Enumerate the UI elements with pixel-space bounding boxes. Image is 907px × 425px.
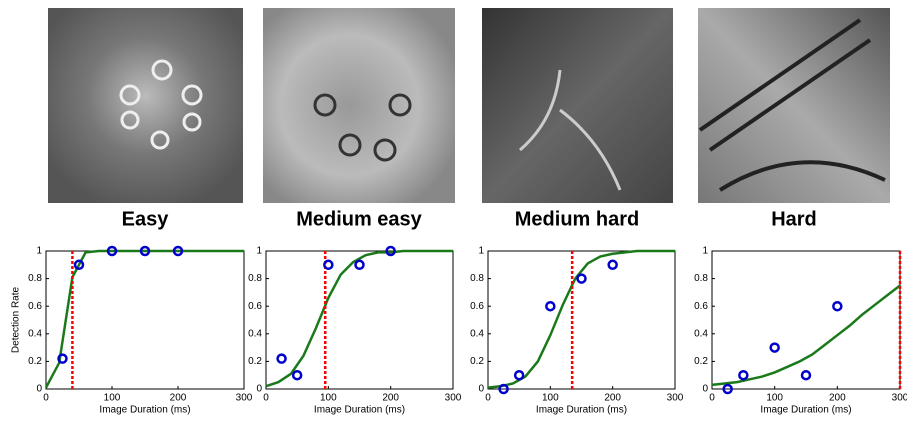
- x-tick-label: 300: [445, 393, 462, 404]
- data-point: [276, 353, 287, 364]
- x-tick-label: 100: [104, 393, 121, 404]
- x-tick-label: 0: [263, 393, 269, 404]
- data-point: [513, 369, 525, 381]
- x-tick-label: 200: [382, 393, 399, 404]
- fit-curve: [711, 284, 901, 387]
- x-tick-label: 300: [892, 393, 907, 404]
- x-tick-label: 300: [236, 393, 253, 404]
- y-tick-label: 0.2: [470, 356, 484, 367]
- y-tick-label: 0.6: [248, 301, 262, 312]
- y-tick-label: 0: [702, 384, 708, 395]
- y-tick-label: 0.2: [694, 356, 708, 367]
- x-tick-label: 100: [766, 393, 783, 404]
- aerial-image: [263, 8, 455, 203]
- data-point: [354, 259, 365, 271]
- data-point: [172, 245, 184, 257]
- x-axis-label: Image Duration (ms): [314, 405, 405, 416]
- data-point: [139, 245, 151, 257]
- y-tick-label: 1: [702, 246, 708, 257]
- data-point: [106, 245, 118, 257]
- data-point: [722, 383, 733, 395]
- y-tick-label: 0: [478, 384, 484, 395]
- x-axis-label: Image Duration (ms): [760, 405, 851, 416]
- aerial-image: [482, 8, 673, 203]
- plot-frame: [711, 250, 901, 390]
- y-tick-label: 0.8: [470, 273, 484, 284]
- y-tick-label: 0.6: [28, 301, 42, 312]
- x-tick-label: 200: [170, 393, 187, 404]
- y-tick-label: 0.2: [248, 356, 262, 367]
- y-tick-label: 0.8: [694, 273, 708, 284]
- data-point: [607, 259, 618, 271]
- y-tick-label: 0.8: [28, 273, 42, 284]
- y-tick-label: 0.4: [248, 328, 262, 339]
- fit-curve: [265, 249, 453, 388]
- aerial-image: [698, 8, 890, 203]
- y-tick-label: 0.4: [28, 328, 42, 339]
- data-point: [291, 369, 303, 381]
- fit-curve: [44, 249, 244, 389]
- data-point: [738, 369, 749, 381]
- y-tick-label: 0: [36, 384, 42, 395]
- x-tick-label: 300: [667, 393, 684, 404]
- x-tick-label: 0: [43, 393, 49, 404]
- y-tick-label: 0.4: [694, 328, 708, 339]
- data-point: [800, 369, 812, 381]
- y-tick-label: 0: [256, 384, 262, 395]
- aerial-image: [48, 8, 243, 203]
- data-point: [385, 245, 396, 257]
- image-texture: [119, 18, 886, 192]
- x-tick-label: 0: [485, 393, 491, 404]
- x-tick-label: 200: [829, 393, 846, 404]
- panel-title: Hard: [771, 208, 817, 230]
- y-tick-label: 0.8: [248, 273, 262, 284]
- panel-title: Easy: [122, 208, 170, 230]
- y-tick-label: 1: [256, 246, 262, 257]
- panel-title: Medium easy: [296, 208, 422, 230]
- data-point: [73, 259, 85, 271]
- y-axis-label: Detection Rate: [11, 286, 22, 353]
- data-point: [769, 342, 780, 353]
- plot-frame: [45, 250, 245, 390]
- data-point: [545, 300, 556, 312]
- y-tick-label: 0.6: [470, 301, 484, 312]
- x-tick-label: 100: [542, 393, 559, 404]
- x-tick-label: 100: [320, 393, 337, 404]
- x-axis-label: Image Duration (ms): [99, 405, 190, 416]
- data-point: [57, 353, 68, 364]
- data-point: [323, 259, 334, 271]
- x-tick-label: 200: [604, 393, 621, 404]
- y-tick-label: 0.2: [28, 356, 42, 367]
- panel-title: Medium hard: [515, 208, 639, 230]
- x-tick-label: 0: [709, 393, 715, 404]
- y-tick-label: 0.4: [470, 328, 484, 339]
- data-point: [498, 383, 509, 395]
- y-tick-label: 1: [36, 246, 42, 257]
- y-tick-label: 1: [478, 246, 484, 257]
- y-tick-label: 0.6: [694, 301, 708, 312]
- data-point: [832, 300, 843, 312]
- data-point: [576, 273, 587, 284]
- x-axis-label: Image Duration (ms): [536, 405, 627, 416]
